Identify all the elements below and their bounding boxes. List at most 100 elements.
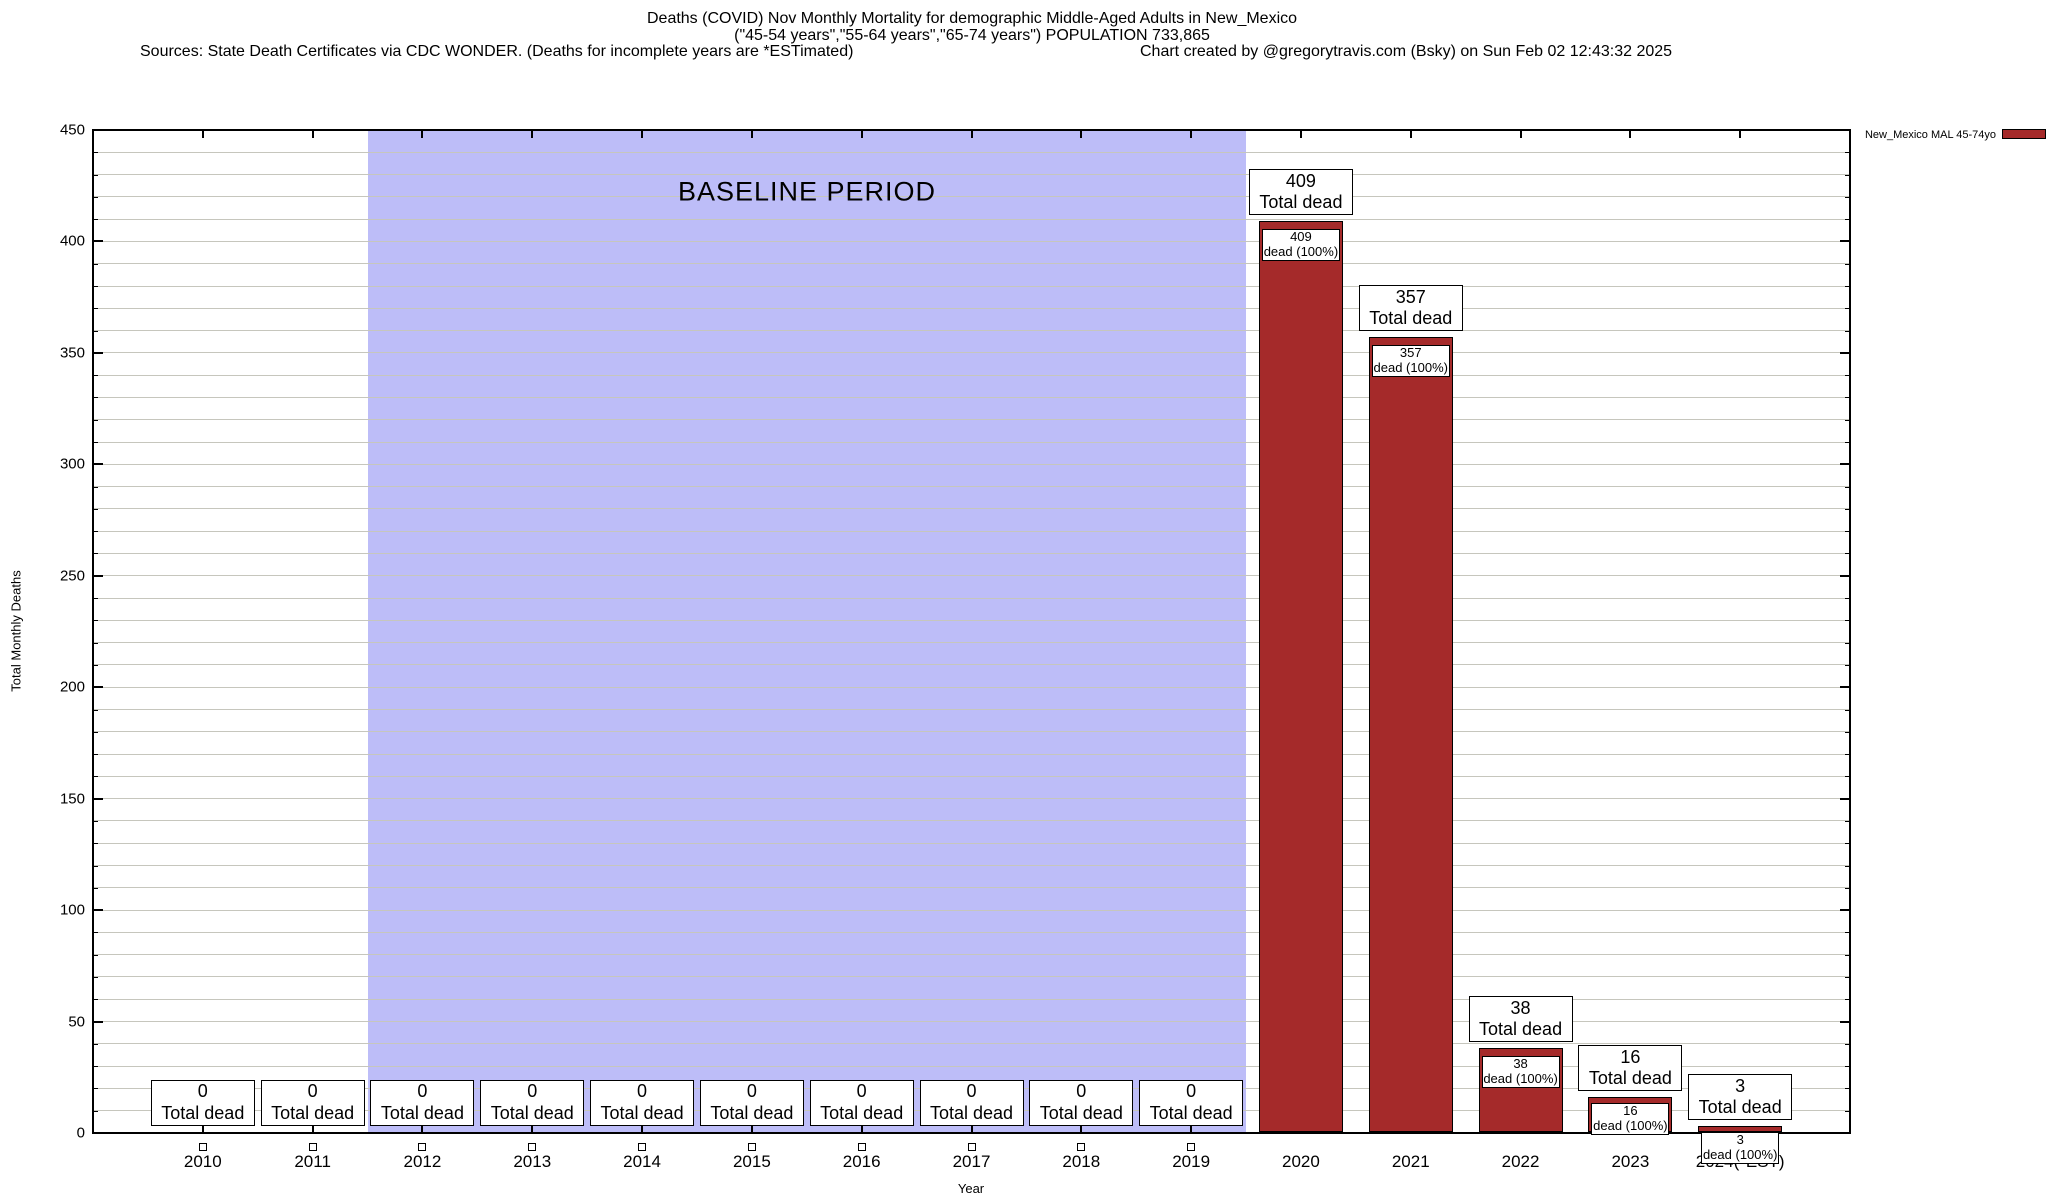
gridline (93, 931, 1850, 933)
y-axis-minor-tick (93, 486, 98, 488)
gridline (93, 486, 1850, 488)
total-dead-label: Total dead (929, 1103, 1014, 1123)
total-dead-box-2011: 0 Total dead (260, 1080, 365, 1126)
x-tick-label: 2020 (1282, 1152, 1320, 1171)
y-axis-minor-tick (93, 263, 98, 265)
total-dead-value: 0 (856, 1081, 867, 1102)
y-axis-minor-tick (93, 642, 98, 644)
gridline (93, 307, 1850, 309)
y-axis-minor-tick (93, 954, 98, 956)
total-dead-label: Total dead (710, 1103, 794, 1123)
chart-sources-line: Sources: State Death Certificates via CD… (140, 43, 854, 60)
x-axis-bottom-tick (421, 1126, 424, 1133)
baseline-period-band (367, 130, 1247, 1133)
gridline (93, 352, 1850, 354)
x-axis-top-tick (1629, 130, 1632, 138)
x-axis-bottom-tick (641, 1126, 644, 1133)
total-dead-box-2022: 38 Total dead (1468, 996, 1573, 1043)
y-tick-label: 400 (59, 232, 85, 250)
gridline (93, 330, 1850, 332)
x-tick-label: 2016 (842, 1152, 881, 1171)
y-axis-minor-tick-right (1845, 375, 1850, 377)
gridline (93, 865, 1850, 867)
x-axis-top-tick (311, 130, 314, 138)
gridline (93, 664, 1850, 666)
y-tick-label: 0 (76, 1124, 85, 1142)
y-tick-label: 50 (68, 1013, 85, 1031)
y-axis-minor-tick-right (1845, 196, 1850, 198)
dead-pct-box-2021: 357 dead (100%) (1371, 345, 1450, 378)
x-axis-top-tick (750, 130, 753, 138)
gridline (93, 463, 1850, 465)
gridline (93, 508, 1850, 510)
y-axis-minor-tick (93, 1043, 98, 1045)
y-axis-minor-tick (93, 1110, 98, 1112)
total-dead-label: Total dead (271, 1103, 355, 1123)
y-axis-minor-tick (93, 442, 98, 444)
x-tick-label: 2022 (1501, 1152, 1540, 1171)
x-tick-label: 2017 (952, 1152, 991, 1171)
y-axis-minor-tick-right (1845, 976, 1850, 978)
x-axis-top-tick (531, 130, 534, 138)
y-axis-major-tick (93, 574, 103, 577)
total-dead-value: 0 (746, 1081, 757, 1102)
x-axis-top-tick (1519, 130, 1522, 138)
zero-point-marker-2014 (638, 1143, 647, 1151)
gridline (93, 575, 1850, 577)
y-axis-minor-tick-right (1845, 620, 1850, 622)
y-axis-minor-tick (93, 776, 98, 778)
y-axis-minor-tick-right (1845, 553, 1850, 555)
total-dead-box-2024(*EST): 3 Total dead (1688, 1074, 1793, 1121)
y-axis-minor-tick (93, 820, 98, 822)
bar-2020 (1258, 221, 1343, 1132)
x-axis-bottom-tick (750, 1126, 753, 1133)
legend-series-label: New_Mexico MAL 45-74yo (1864, 129, 1996, 141)
dead-pct-label: dead (100%) (1483, 1071, 1558, 1087)
y-axis-minor-tick-right (1845, 531, 1850, 533)
total-dead-value: 0 (1186, 1081, 1197, 1102)
x-tick-label: 2012 (403, 1152, 442, 1171)
gridline (93, 285, 1850, 287)
total-dead-value: 0 (637, 1081, 648, 1102)
gridline (93, 419, 1850, 421)
total-dead-box-2023: 16 Total dead (1578, 1045, 1683, 1092)
y-axis-minor-tick-right (1845, 1043, 1850, 1045)
y-axis-minor-tick (93, 397, 98, 399)
y-axis-major-tick-right (1840, 463, 1850, 466)
x-axis-top-tick (1409, 130, 1412, 138)
x-axis-bottom-tick (970, 1126, 973, 1133)
zero-point-marker-2018 (1077, 1143, 1086, 1151)
y-axis-major-tick (93, 463, 103, 466)
y-axis-minor-tick-right (1845, 1066, 1850, 1068)
total-dead-value: 0 (1076, 1081, 1087, 1102)
chart-credit-line: Chart created by @gregorytravis.com (Bsk… (1140, 43, 1673, 60)
y-axis-minor-tick (93, 174, 98, 176)
gridline (93, 1043, 1850, 1045)
y-axis-major-tick-right (1840, 240, 1850, 243)
y-tick-label: 300 (59, 455, 85, 473)
y-axis-minor-tick-right (1845, 397, 1850, 399)
y-axis-major-tick (93, 797, 103, 800)
y-axis-minor-tick (93, 196, 98, 198)
bar-2021 (1368, 337, 1453, 1132)
gridline (93, 619, 1850, 621)
total-dead-box-2014: 0 Total dead (590, 1080, 695, 1126)
y-axis-major-tick (93, 1020, 103, 1023)
total-dead-box-2020: 409 Total dead (1248, 169, 1353, 216)
dead-pct-box-2022: 38 dead (100%) (1481, 1056, 1560, 1089)
gridline (93, 396, 1850, 398)
zero-point-marker-2016 (857, 1143, 866, 1151)
total-dead-box-2017: 0 Total dead (919, 1080, 1024, 1126)
total-dead-label: Total dead (161, 1103, 245, 1123)
gridline (93, 1065, 1850, 1067)
y-axis-minor-tick-right (1845, 954, 1850, 956)
gridline (93, 196, 1850, 198)
zero-point-marker-2010 (198, 1143, 207, 1151)
y-axis-minor-tick-right (1845, 598, 1850, 600)
x-tick-label: 2018 (1062, 1152, 1101, 1171)
y-axis-minor-tick-right (1845, 865, 1850, 867)
y-axis-minor-tick (93, 620, 98, 622)
total-dead-label: Total dead (1479, 1019, 1563, 1040)
y-axis-major-tick (93, 909, 103, 912)
total-dead-value: 409 (1285, 170, 1316, 191)
